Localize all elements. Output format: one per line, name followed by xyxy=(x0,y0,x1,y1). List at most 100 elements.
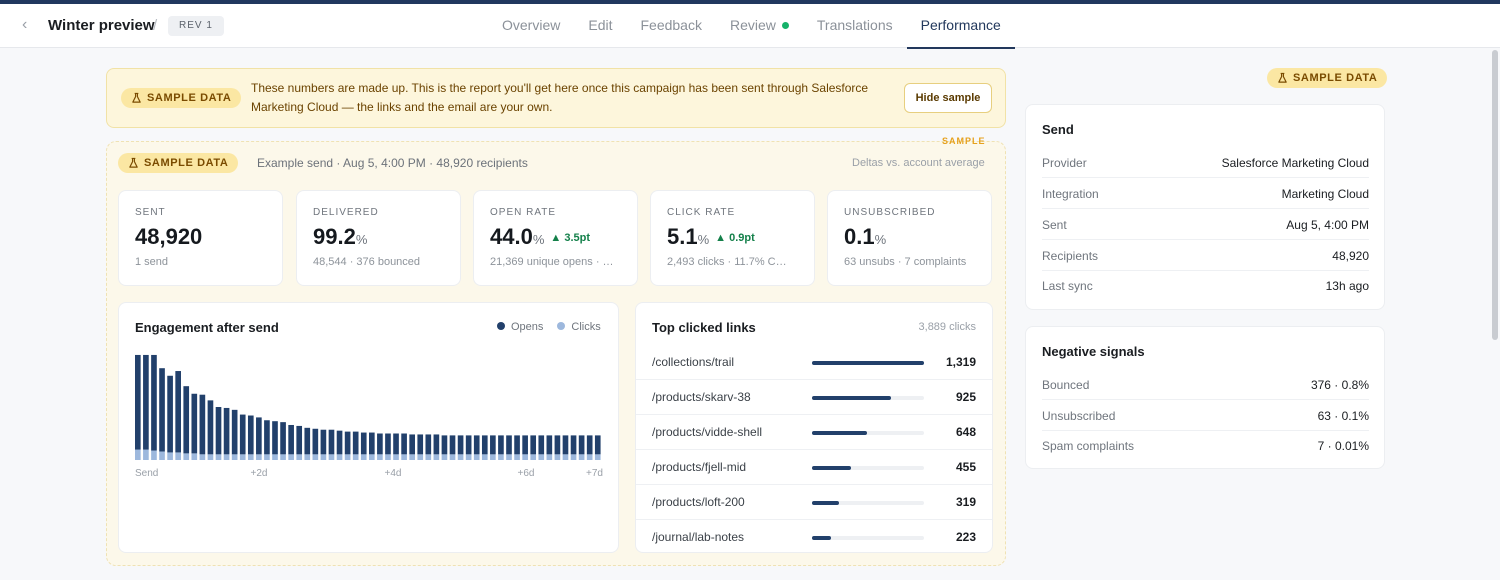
opens-bar xyxy=(167,375,173,453)
opens-bar xyxy=(417,434,424,455)
opens-bar xyxy=(562,435,569,455)
engagement-chart-card: Engagement after send Opens Clicks Send +… xyxy=(118,302,619,553)
row-key: Recipients xyxy=(1042,249,1099,263)
row-value: 13h ago xyxy=(1325,279,1369,293)
chevron-left-icon[interactable]: ‹ xyxy=(22,16,28,33)
send-card-title: Send xyxy=(1042,122,1074,137)
clicks-bar xyxy=(320,454,327,460)
x-tick-label: +2d xyxy=(251,468,268,479)
clicks-bar xyxy=(570,454,577,460)
stat-card-delivered: DELIVERED 99.2% 48,544 · 376 bounced xyxy=(296,190,461,286)
negative-signals-card: Negative signals Bounced 376 · 0.8% Unsub… xyxy=(1025,326,1385,469)
clicks-bar xyxy=(175,452,181,460)
opens-bar xyxy=(223,407,230,455)
clicks-bar xyxy=(417,454,424,460)
tab-overview[interactable]: Overview xyxy=(488,4,574,48)
opens-bar xyxy=(401,433,407,455)
opens-bar xyxy=(272,421,278,455)
tab-label: Review xyxy=(729,17,776,33)
opens-bar xyxy=(409,434,415,455)
row-value: 48,920 xyxy=(1332,249,1369,263)
clicks-bar xyxy=(344,454,351,460)
clicks-bar xyxy=(167,452,173,460)
stat-value: 44.0% ▲ 3.5pt xyxy=(490,224,637,250)
flask-icon xyxy=(129,157,138,168)
tab-translations[interactable]: Translations xyxy=(803,4,907,48)
pill-label: SAMPLE DATA xyxy=(1293,72,1378,84)
opens-bar xyxy=(385,433,391,455)
tab-review[interactable]: Review xyxy=(716,4,803,48)
clicks-bar xyxy=(522,454,528,460)
opens-bar xyxy=(312,428,319,455)
opens-bar xyxy=(441,435,448,455)
opens-bar xyxy=(288,424,294,455)
opens-bar xyxy=(360,432,367,455)
link-bar-fill xyxy=(812,396,891,400)
link-path: /products/loft-200 xyxy=(652,495,745,509)
top-links-card: Top clicked links 3,889 clicks /collecti… xyxy=(635,302,993,553)
link-row[interactable]: /products/vidde-shell 648 xyxy=(636,415,992,450)
send-details-card: Send Provider Salesforce Marketing Cloud … xyxy=(1025,104,1385,310)
link-row[interactable]: /collections/trail 1,319 xyxy=(636,345,992,380)
send-row-last-sync: Last sync 13h ago xyxy=(1042,270,1369,301)
link-clicks: 223 xyxy=(955,530,976,544)
chart-legend: Opens Clicks xyxy=(497,321,601,333)
opens-bar xyxy=(296,425,303,455)
opens-bar xyxy=(207,400,214,455)
clicks-bar xyxy=(231,454,238,460)
opens-bar xyxy=(352,431,359,455)
clicks-bar xyxy=(385,454,391,460)
stat-label: CLICK RATE xyxy=(667,207,736,218)
stat-delta: ▲ 0.9pt xyxy=(715,232,755,244)
link-row[interactable]: /products/fjell-mid 455 xyxy=(636,450,992,485)
pill-label: SAMPLE DATA xyxy=(144,157,229,169)
legend-label: Clicks xyxy=(571,321,601,333)
chart-title: Engagement after send xyxy=(135,320,279,335)
tab-edit[interactable]: Edit xyxy=(574,4,626,48)
row-key: Sent xyxy=(1042,218,1067,232)
opens-bar xyxy=(594,435,601,455)
opens-bar xyxy=(586,435,593,455)
link-bar-fill xyxy=(812,466,851,470)
opens-bar xyxy=(377,433,383,455)
link-bar-fill xyxy=(812,501,840,505)
opens-bar xyxy=(336,430,343,455)
opens-bar xyxy=(433,434,440,455)
opens-bar xyxy=(135,354,141,450)
stat-subtext: 21,369 unique opens · … xyxy=(490,256,614,268)
clicks-bar xyxy=(296,454,303,460)
clicks-bar xyxy=(490,454,496,460)
clicks-bar xyxy=(304,454,311,460)
x-tick-label: +4d xyxy=(385,468,402,479)
tab-performance[interactable]: Performance xyxy=(906,4,1015,49)
link-row[interactable]: /products/loft-200 319 xyxy=(636,485,992,520)
flask-icon xyxy=(132,92,141,103)
stat-subtext: 48,544 · 376 bounced xyxy=(313,256,421,268)
clicks-bar xyxy=(457,454,464,460)
page-scrollbar[interactable] xyxy=(1492,50,1498,340)
opens-bar xyxy=(328,429,335,455)
legend-clicks: Clicks xyxy=(557,321,601,333)
clicks-bar xyxy=(481,454,488,460)
clicks-bar xyxy=(369,454,375,460)
send-row-provider: Provider Salesforce Marketing Cloud xyxy=(1042,147,1369,178)
link-row[interactable]: /products/skarv-38 925 xyxy=(636,380,992,415)
link-bar-track xyxy=(812,536,924,540)
hide-sample-button[interactable]: Hide sample xyxy=(904,83,992,113)
clicks-bar xyxy=(546,454,553,460)
stat-card-open-rate: OPEN RATE 44.0% ▲ 3.5pt 21,369 unique ope… xyxy=(473,190,638,286)
tab-feedback[interactable]: Feedback xyxy=(626,4,715,48)
opens-bar xyxy=(514,435,520,455)
stat-label: DELIVERED xyxy=(313,207,379,218)
page-title: Winter preview xyxy=(48,17,155,34)
tab-bar: Overview Edit Feedback Review Translatio… xyxy=(488,4,1015,49)
clicks-bar xyxy=(498,454,504,460)
clicks-bar xyxy=(135,449,141,460)
link-bar-fill xyxy=(812,431,868,435)
link-bar-track xyxy=(812,361,924,365)
opens-bar xyxy=(175,371,181,453)
link-row[interactable]: /journal/lab-notes 223 xyxy=(636,520,992,555)
opens-bar xyxy=(546,435,553,455)
x-tick-label: +6d xyxy=(518,468,535,479)
clicks-bar xyxy=(514,454,520,460)
